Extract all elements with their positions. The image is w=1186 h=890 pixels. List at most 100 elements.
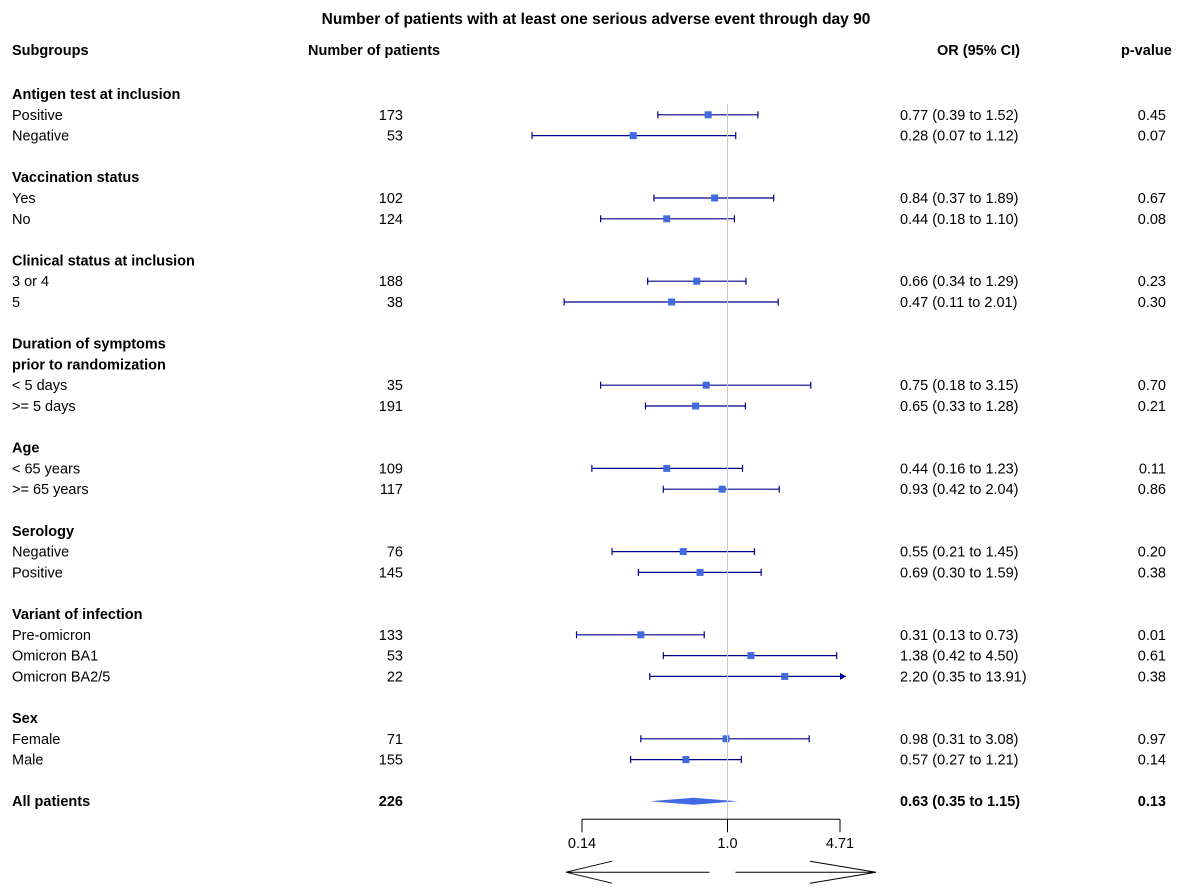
p-value: 0.01 <box>1138 628 1166 644</box>
group-header: Duration of symptoms <box>12 337 166 353</box>
overall-count: 226 <box>379 794 403 810</box>
row-label: Female <box>12 732 60 748</box>
point-estimate <box>781 672 789 680</box>
row-label: Omicron BA2/5 <box>12 669 110 685</box>
patient-count: 188 <box>379 274 403 290</box>
patient-count: 102 <box>379 191 403 207</box>
group-header: Vaccination status <box>12 170 139 186</box>
patient-count: 133 <box>379 628 403 644</box>
row-label: 5 <box>12 295 20 311</box>
or-ci-text: 0.57 (0.27 to 1.21) <box>900 753 1019 769</box>
p-value: 0.08 <box>1138 212 1166 228</box>
point-estimate <box>637 631 645 639</box>
overall-label: All patients <box>12 794 90 810</box>
point-estimate <box>682 756 690 764</box>
p-value: 0.21 <box>1138 399 1166 415</box>
row-label: Positive <box>12 565 63 581</box>
patient-count: 191 <box>379 399 403 415</box>
x-tick-label: 1.0 <box>717 836 737 852</box>
patient-count: 22 <box>387 669 403 685</box>
or-ci-text: 0.77 (0.39 to 1.52) <box>900 108 1019 124</box>
or-ci-text: 2.20 (0.35 to 13.91) <box>900 669 1027 685</box>
p-value: 0.86 <box>1138 482 1166 498</box>
point-estimate <box>679 548 687 556</box>
column-header-patients: Number of patients <box>308 43 440 59</box>
row-label: Negative <box>12 545 69 561</box>
row-label: Positive <box>12 108 63 124</box>
ci-arrow-high <box>840 672 846 680</box>
group-header: Sex <box>12 711 38 727</box>
point-estimate <box>668 298 676 306</box>
patient-count: 117 <box>380 482 403 498</box>
point-estimate <box>747 652 755 660</box>
or-ci-text: 0.69 (0.30 to 1.59) <box>900 565 1019 581</box>
group-header: prior to randomization <box>12 357 166 373</box>
x-tick-label: 4.71 <box>826 836 854 852</box>
group-header: Clinical status at inclusion <box>12 253 195 269</box>
p-value: 0.70 <box>1138 378 1166 394</box>
patient-count: 109 <box>379 461 403 477</box>
p-value: 0.38 <box>1138 669 1166 685</box>
group-header: Age <box>12 441 39 457</box>
point-estimate <box>693 277 701 285</box>
group-header: Serology <box>12 524 74 540</box>
overall-or-text: 0.63 (0.35 to 1.15) <box>900 794 1020 810</box>
row-label: >= 65 years <box>12 482 89 498</box>
patient-count: 76 <box>387 545 403 561</box>
row-label: < 5 days <box>12 378 67 394</box>
patient-count: 71 <box>387 732 403 748</box>
row-label: 3 or 4 <box>12 274 49 290</box>
point-estimate <box>629 132 637 140</box>
point-estimate <box>663 464 671 472</box>
p-value: 0.61 <box>1138 649 1166 665</box>
row-label: Male <box>12 753 43 769</box>
p-value: 0.07 <box>1138 129 1166 145</box>
patient-count: 124 <box>379 212 403 228</box>
p-value: 0.14 <box>1138 753 1166 769</box>
row-label: >= 5 days <box>12 399 76 415</box>
patient-count: 155 <box>379 753 403 769</box>
overall-p-value: 0.13 <box>1138 794 1166 810</box>
patient-count: 145 <box>379 565 403 581</box>
p-value: 0.23 <box>1138 274 1166 290</box>
overall-diamond <box>649 797 738 805</box>
right-direction-arrow <box>735 860 877 884</box>
row-label: Omicron BA1 <box>12 649 98 665</box>
point-estimate <box>722 735 730 743</box>
point-estimate <box>702 381 710 389</box>
or-ci-text: 0.65 (0.33 to 1.28) <box>900 399 1019 415</box>
p-value: 0.11 <box>1139 461 1166 477</box>
or-ci-text: 0.55 (0.21 to 1.45) <box>900 545 1019 561</box>
p-value: 0.45 <box>1138 108 1166 124</box>
group-header: Antigen test at inclusion <box>12 87 180 103</box>
or-ci-text: 0.28 (0.07 to 1.12) <box>900 129 1019 145</box>
row-label: Pre-omicron <box>12 628 91 644</box>
or-ci-text: 1.38 (0.42 to 4.50) <box>900 649 1019 665</box>
patient-count: 38 <box>387 295 403 311</box>
row-label: No <box>12 212 31 228</box>
p-value: 0.67 <box>1138 191 1166 207</box>
or-ci-text: 0.31 (0.13 to 0.73) <box>900 628 1019 644</box>
point-estimate <box>704 111 712 119</box>
or-ci-text: 0.44 (0.16 to 1.23) <box>900 461 1019 477</box>
patient-count: 173 <box>379 108 403 124</box>
group-header: Variant of infection <box>12 607 143 623</box>
point-estimate <box>663 215 671 223</box>
point-estimate <box>696 568 704 576</box>
p-value: 0.20 <box>1138 545 1166 561</box>
or-ci-text: 0.93 (0.42 to 2.04) <box>900 482 1019 498</box>
point-estimate <box>692 402 700 410</box>
row-label: < 65 years <box>12 461 80 477</box>
x-tick-label: 0.14 <box>568 836 596 852</box>
or-ci-text: 0.84 (0.37 to 1.89) <box>900 191 1019 207</box>
p-value: 0.38 <box>1138 565 1166 581</box>
row-label: Negative <box>12 129 69 145</box>
or-ci-text: 0.47 (0.11 to 2.01) <box>900 295 1017 311</box>
patient-count: 53 <box>387 129 403 145</box>
row-label: Yes <box>12 191 36 207</box>
column-header-pvalue: p-value <box>1121 43 1172 59</box>
point-estimate <box>711 194 719 202</box>
chart-title: Number of patients with at least one ser… <box>322 11 871 28</box>
or-ci-text: 0.66 (0.34 to 1.29) <box>900 274 1019 290</box>
